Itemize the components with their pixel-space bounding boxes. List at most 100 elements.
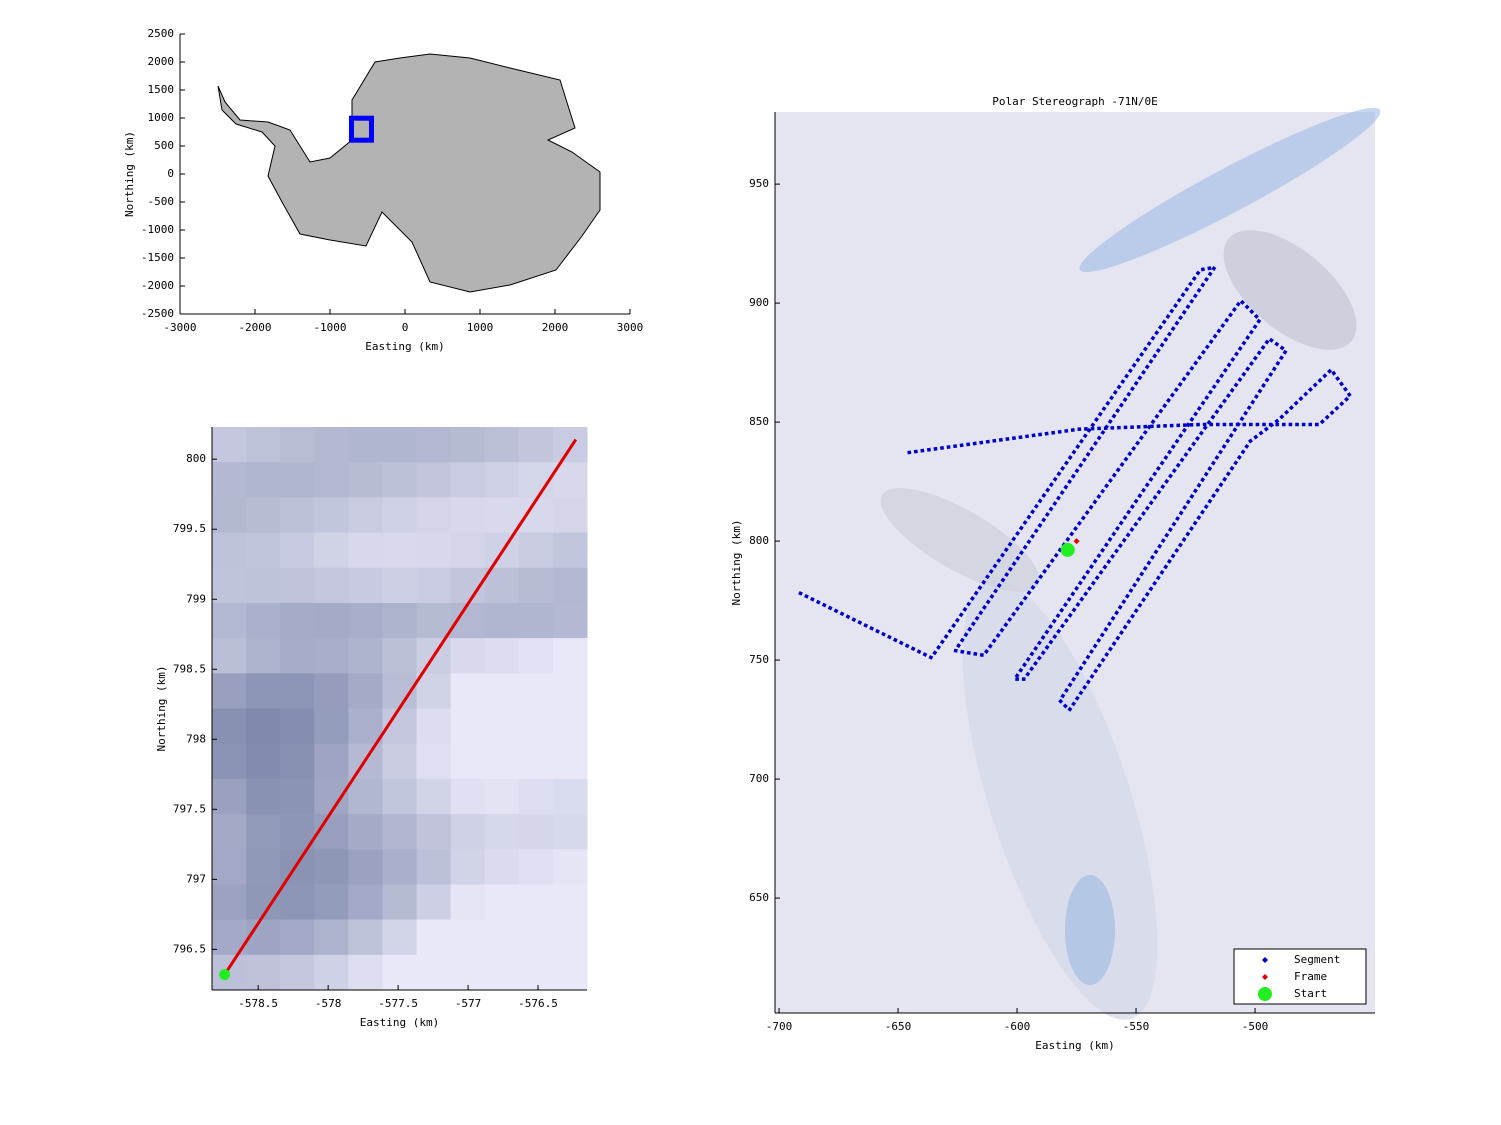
y-tick-label: 1500 [148, 83, 175, 96]
image-pixel [382, 602, 418, 639]
y-tick-label: 650 [749, 891, 769, 904]
x-tick-label: -578.5 [238, 997, 278, 1010]
x-tick-label: -576.5 [518, 997, 558, 1010]
legend [1233, 948, 1367, 1005]
image-pixel [212, 638, 247, 674]
image-pixel [314, 427, 349, 463]
x-tick-label: -500 [1242, 1020, 1269, 1033]
image-pixel [348, 954, 383, 991]
image-pixel [450, 427, 486, 463]
image-pixel [348, 497, 383, 534]
image-pixel [484, 708, 520, 745]
image-pixel [314, 743, 349, 780]
image-pixel [484, 849, 520, 885]
image-pixel [382, 462, 418, 498]
image-pixel [314, 708, 349, 745]
image-pixel [416, 743, 452, 780]
image-pixel [552, 884, 588, 921]
y-tick-label: -2000 [141, 279, 174, 292]
x-tick-label: -700 [766, 1020, 793, 1033]
image-pixel [484, 427, 520, 463]
image-pixel [518, 532, 554, 569]
image-pixel [314, 849, 349, 885]
image-pixel [552, 778, 588, 815]
x-axis-label: Easting (km) [365, 340, 444, 353]
image-pixel [552, 708, 588, 745]
image-pixel [552, 954, 588, 991]
y-tick-label: -2500 [141, 307, 174, 320]
y-tick-label: 700 [749, 772, 769, 785]
image-pixel [246, 497, 281, 534]
image-pixel [246, 919, 281, 956]
image-pixel [348, 919, 383, 956]
legend-marker [1262, 957, 1268, 963]
x-tick-label: -577.5 [378, 997, 418, 1010]
image-pixel [518, 708, 554, 745]
y-tick-label: 797.5 [173, 802, 206, 815]
image-pixel [212, 462, 247, 498]
image-pixel [314, 567, 349, 604]
x-tick-label: -600 [1004, 1020, 1031, 1033]
image-pixel [246, 778, 281, 815]
legend-label: Start [1294, 987, 1327, 1000]
y-tick-label: 500 [154, 139, 174, 152]
image-pixel [212, 497, 247, 534]
image-pixel [246, 602, 281, 639]
legend-label: Segment [1294, 953, 1340, 966]
image-pixel [382, 814, 418, 850]
image-pixel [416, 462, 452, 498]
y-tick-label: -1500 [141, 251, 174, 264]
y-tick-label: 800 [749, 534, 769, 547]
image-pixel [314, 532, 349, 569]
image-pixel [450, 532, 486, 569]
image-pixel [484, 602, 520, 639]
image-pixel [212, 708, 247, 745]
image-pixel [246, 743, 281, 780]
image-pixel [416, 954, 452, 991]
y-tick-label: 798 [186, 732, 206, 745]
image-pixel [382, 567, 418, 604]
image-pixel [280, 462, 315, 498]
image-pixel [246, 708, 281, 745]
image-pixel [382, 884, 418, 921]
rock-area [1223, 230, 1357, 350]
image-pixel [484, 638, 520, 674]
y-tick-label: 797 [186, 872, 206, 885]
image-pixel [382, 954, 418, 991]
image-pixel [212, 427, 247, 463]
x-tick-label: 2000 [542, 321, 569, 334]
y-axis-label: Northing (km) [123, 131, 136, 217]
image-pixel [518, 778, 554, 815]
image-pixel [416, 602, 452, 639]
image-pixel [416, 427, 452, 463]
series-line [223, 438, 578, 976]
y-tick-label: 0 [167, 167, 174, 180]
ice-streak [1079, 107, 1381, 273]
image-pixel [246, 849, 281, 885]
y-tick-label: 799.5 [173, 522, 206, 535]
image-pixel [484, 954, 520, 991]
image-pixel [484, 884, 520, 921]
x-axis-label: Easting (km) [360, 1016, 439, 1029]
image-pixel [348, 532, 383, 569]
image-pixel [280, 919, 315, 956]
image-pixel [280, 778, 315, 815]
image-pixel [280, 954, 315, 991]
image-pixel [484, 497, 520, 534]
image-pixel [518, 814, 554, 850]
image-pixel [212, 567, 247, 604]
image-pixel [552, 673, 588, 709]
image-pixel [348, 814, 383, 850]
image-pixel [348, 884, 383, 921]
image-pixel [280, 532, 315, 569]
image-pixel [382, 532, 418, 569]
image-pixel [382, 778, 418, 815]
image-pixel [552, 849, 588, 885]
image-pixel [484, 462, 520, 498]
image-pixel [450, 638, 486, 674]
image-pixel [348, 602, 383, 639]
image-pixel [280, 884, 315, 921]
image-pixel [552, 638, 588, 674]
image-pixel [484, 814, 520, 850]
y-tick-label: 750 [749, 653, 769, 666]
